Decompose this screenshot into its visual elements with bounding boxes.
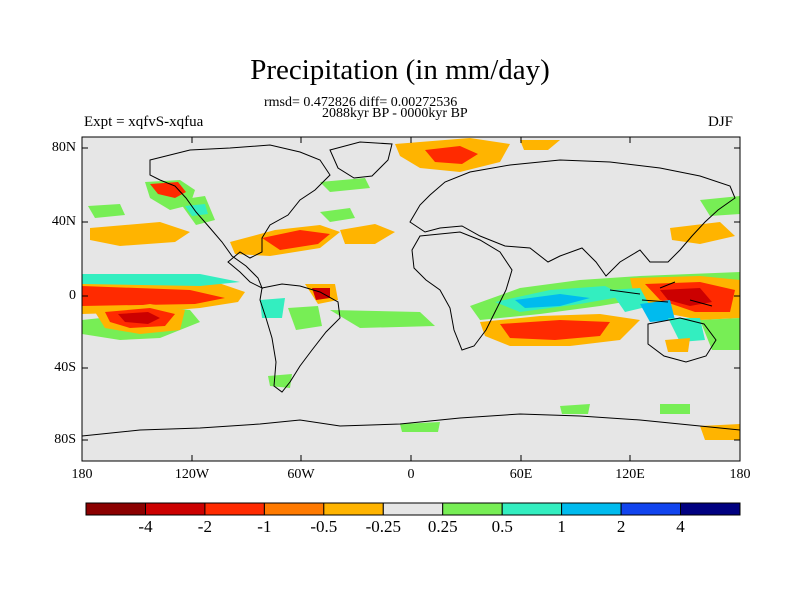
anomaly-patch	[268, 374, 292, 388]
colorbar	[85, 502, 741, 516]
anomaly-patch	[500, 320, 610, 340]
colorbar-box	[145, 502, 206, 516]
anomaly-patch	[340, 224, 395, 244]
coastline-north-america	[149, 144, 331, 290]
coastline-greenland	[329, 141, 393, 179]
colorbar-label: 0.5	[491, 517, 513, 536]
experiment-label: Expt = xqfvS-xqfua	[84, 114, 204, 130]
coastline-islands	[609, 281, 713, 307]
colorbar-label: 2	[616, 517, 626, 536]
lon-label: 60W	[287, 467, 315, 482]
lat-label: 40N	[51, 214, 76, 229]
anomaly-patch	[330, 310, 435, 328]
colorbar-label: -0.25	[365, 517, 401, 536]
colorbar-label: 0.25	[427, 517, 458, 536]
anomaly-patch	[700, 424, 740, 440]
colorbar-box	[680, 502, 741, 516]
anomaly-patch	[320, 208, 355, 222]
anomaly-patch	[82, 274, 240, 286]
season-label: DJF	[708, 114, 734, 130]
anomaly-patch	[515, 294, 590, 308]
colorbar-box	[204, 502, 265, 516]
anomaly-patch	[150, 182, 186, 198]
anomaly-patch	[400, 422, 440, 432]
anomaly-patch	[660, 288, 712, 306]
colorbar-box	[620, 502, 682, 516]
axis-ticks	[82, 137, 740, 461]
colorbar-box	[442, 502, 503, 516]
stats-line: rmsd= 0.472826 diff= 0.00272536	[264, 95, 458, 110]
colorbar-label: -2	[197, 517, 212, 536]
coastline-eurasia	[409, 159, 736, 277]
colorbar-label: -4	[138, 517, 153, 536]
period-line: 2088kyr BP - 0000kyr BP	[322, 106, 468, 121]
anomaly-patch	[118, 312, 160, 324]
colorbar-box	[85, 502, 146, 516]
lon-label: 180	[71, 467, 93, 482]
anomaly-patch	[640, 300, 675, 322]
colorbar-box	[323, 502, 384, 516]
colorbar-label: 4	[676, 517, 685, 536]
lon-label: 120W	[174, 467, 210, 482]
anomaly-patch	[288, 306, 322, 330]
coastline-antarctica	[82, 413, 740, 437]
anomaly-patch	[82, 286, 225, 306]
lat-label: 0	[69, 288, 76, 303]
colorbar-box	[263, 502, 325, 516]
anomaly-patch	[660, 404, 690, 414]
colorbar-label: -1	[257, 517, 272, 536]
anomaly-patch	[320, 178, 370, 192]
anomaly-patch	[262, 230, 330, 250]
anomaly-patch	[185, 204, 208, 216]
anomaly-patch	[260, 298, 285, 318]
anomaly-patch	[90, 222, 190, 246]
anomaly-patch	[560, 404, 590, 414]
anomaly-patch	[425, 146, 478, 164]
plot-title: Precipitation (in mm/day)	[250, 54, 550, 86]
anomaly-patch	[88, 204, 125, 218]
anomaly-patch	[700, 318, 740, 350]
anomaly-patch	[670, 222, 735, 244]
lat-label: 80S	[54, 432, 76, 447]
coastlines	[82, 141, 740, 437]
lon-label: 60E	[509, 467, 533, 482]
lon-label: 0	[407, 467, 415, 482]
anomaly-patch	[668, 318, 705, 342]
lat-label: 40S	[54, 360, 76, 375]
colorbar-box	[382, 502, 444, 516]
coastline-australia	[647, 317, 717, 363]
coastline-africa	[411, 231, 513, 351]
lat-label: 80N	[51, 140, 76, 155]
colorbar-box	[561, 502, 622, 516]
colorbar-box	[501, 502, 563, 516]
lon-label: 120E	[615, 467, 645, 482]
anomaly-patch	[665, 338, 690, 352]
colorbar-label: 1	[557, 517, 566, 536]
anomaly-fields	[82, 138, 740, 440]
anomaly-patch	[520, 140, 560, 150]
colorbar-label: -0.5	[310, 517, 338, 536]
lon-label: 180	[729, 467, 751, 482]
coastline-south-america	[259, 283, 341, 393]
